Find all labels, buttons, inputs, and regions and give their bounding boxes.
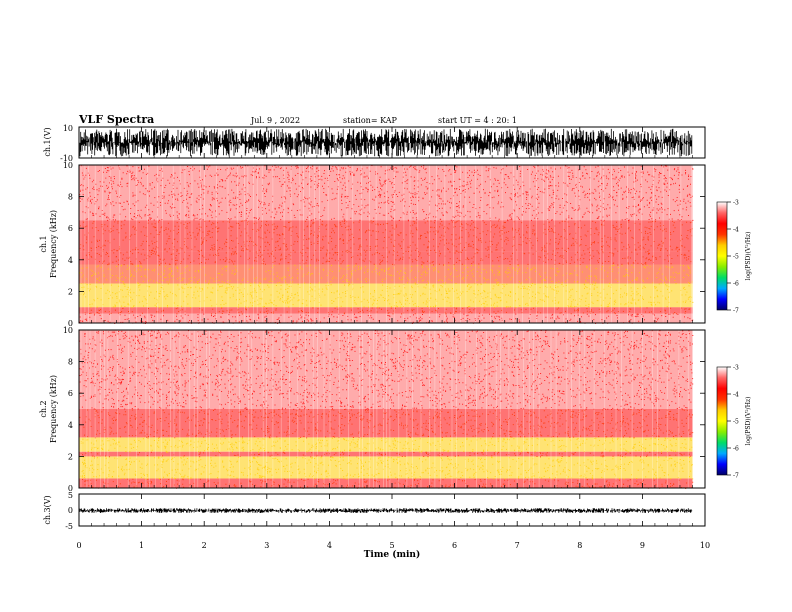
ch2-ylabel: Frequency (kHz) bbox=[49, 375, 58, 443]
ch2-ytick-label-6: 6 bbox=[68, 389, 73, 398]
ch1-spectrogram-band-0 bbox=[79, 313, 693, 323]
ch2-spectrogram-band-4 bbox=[79, 409, 693, 438]
ch2-colorbar-label: log(PSD)(V²/Hz) bbox=[745, 397, 752, 446]
ch1-waveform-trace bbox=[79, 128, 693, 157]
ch1-cbtick-label-4: -7 bbox=[733, 308, 739, 315]
ch1-channel-label: ch.1 bbox=[39, 235, 48, 252]
ch1-ytick-label-0: 0 bbox=[68, 319, 73, 328]
ch1-colorbar-gradient bbox=[716, 201, 728, 311]
ch1-spectrogram-band-6 bbox=[79, 220, 693, 252]
ch1-spectrogram-band-2 bbox=[79, 283, 693, 308]
ch2-colorbar-gradient bbox=[716, 366, 728, 476]
ch2-cbtick-label-1: -4 bbox=[733, 392, 739, 399]
ch2-colorbar-ticks: -3 -4 -5 -6 -7 bbox=[727, 365, 739, 480]
xtick-label-9: 9 bbox=[640, 541, 645, 550]
ch1-cbtick-label-2: -5 bbox=[733, 254, 739, 261]
xtick-label-4: 4 bbox=[327, 541, 332, 550]
ch2-cbtick-label-0: -3 bbox=[733, 365, 739, 372]
ch2-spectrogram-band-0 bbox=[79, 478, 693, 488]
ch2-cbtick-label-4: -7 bbox=[733, 473, 739, 480]
ch2-spectrogram-band-5-texture bbox=[79, 377, 694, 410]
ch2-cbtick-label-2: -5 bbox=[733, 419, 739, 426]
ch3-ytick-mid: 0 bbox=[68, 506, 73, 515]
ch2-spectrogram-streaks bbox=[80, 330, 689, 488]
ch3-waveform-line bbox=[79, 508, 693, 513]
ch1-ylabel: Frequency (kHz) bbox=[49, 210, 58, 278]
ch1-ytick-label-6: 6 bbox=[68, 224, 73, 233]
ch2-channel-label: ch.2 bbox=[39, 400, 48, 417]
ch1-waveform-line bbox=[79, 128, 693, 157]
ch2-ytick-label-8: 8 bbox=[68, 358, 73, 367]
ch2-spectrogram-band-1 bbox=[79, 456, 693, 479]
ch1-ytick-label-8: 8 bbox=[68, 193, 73, 202]
ch1-waveform-panel: 10 -10 ch.1(V) bbox=[43, 124, 706, 163]
ch1-spectrogram-band-7-texture bbox=[79, 165, 694, 222]
ch1-spectrogram-band-2-texture bbox=[80, 283, 694, 309]
xtick-label-6: 6 bbox=[452, 541, 457, 550]
xtick-label-1: 1 bbox=[139, 541, 144, 550]
xtick-label-2: 2 bbox=[202, 541, 207, 550]
ch1-ytick-label-2: 2 bbox=[68, 287, 73, 296]
ch2-spectrogram-band-1-texture bbox=[80, 456, 694, 480]
ch1-yticks: 0 2 4 6 8 10 bbox=[63, 161, 705, 328]
ch1-colorbar: -3 -4 -5 -6 -7 log(PSD)(V²/Hz) bbox=[716, 200, 752, 315]
ch1-cbtick-label-0: -3 bbox=[733, 200, 739, 207]
ch3-waveform-panel: 5 0 -5 ch.3(V) bbox=[43, 491, 706, 531]
figure-title: VLF Spectra bbox=[78, 113, 154, 126]
xtick-label-5: 5 bbox=[389, 541, 394, 550]
ch1-colorbar-ticks: -3 -4 -5 -6 -7 bbox=[727, 200, 739, 315]
ch1-ylabel: ch.1(V) bbox=[43, 127, 52, 156]
ch2-yticks: 0 2 4 6 8 10 bbox=[63, 326, 705, 493]
ch1-ytick-label-10: 10 bbox=[63, 161, 73, 170]
ch3-ytick-bottom: -5 bbox=[65, 522, 73, 531]
ch1-ytick-label-4: 4 bbox=[68, 256, 73, 265]
ch1-spectrogram-image bbox=[79, 165, 694, 324]
ch3-waveform-trace bbox=[79, 508, 693, 513]
ch1-spectrogram-band-1 bbox=[79, 307, 693, 314]
date-label: Jul. 9 , 2022 bbox=[250, 116, 300, 125]
ch2-spectrogram-panel: 0 2 4 6 8 10 ch.2 Frequency (kHz) bbox=[39, 326, 706, 493]
ch2-ytick-label-10: 10 bbox=[63, 326, 73, 335]
ch1-cbtick-label-1: -4 bbox=[733, 227, 739, 234]
xtick-label-10: 10 bbox=[700, 541, 710, 550]
xtick-label-7: 7 bbox=[515, 541, 520, 550]
ch2-spectrogram-band-3 bbox=[79, 437, 693, 452]
xtick-label-8: 8 bbox=[577, 541, 582, 550]
ch2-spectrogram-band-6-texture bbox=[79, 330, 694, 379]
start-time-label: start UT = 4 : 20: 1 bbox=[438, 116, 517, 125]
ch2-spectrogram-band-2-texture bbox=[80, 451, 691, 458]
ch3-ylabel: ch.3(V) bbox=[43, 495, 52, 524]
ch2-spectrogram-image bbox=[79, 330, 694, 489]
xtick-label-0: 0 bbox=[76, 541, 81, 550]
station-label: station= KAP bbox=[343, 116, 398, 125]
ch2-spectrogram-band-6 bbox=[79, 330, 693, 378]
xtick-label-3: 3 bbox=[264, 541, 269, 550]
ch2-cbtick-label-3: -6 bbox=[733, 446, 739, 453]
ch2-ytick-label-2: 2 bbox=[68, 452, 73, 461]
ch1-ytick-top: 10 bbox=[63, 124, 73, 133]
ch1-ytick-bottom: -10 bbox=[60, 154, 73, 163]
ch2-spectrogram-band-0-texture bbox=[82, 478, 694, 489]
ch2-colorbar: -3 -4 -5 -6 -7 log(PSD)(V²/Hz) bbox=[716, 365, 752, 480]
time-axis: 0 1 2 3 4 5 6 7 8 9 10 bbox=[76, 127, 710, 550]
ch1-spectrogram-band-1-texture bbox=[84, 307, 691, 315]
ch1-spectrogram-band-5 bbox=[79, 251, 693, 265]
ch3-ytick-top: 5 bbox=[68, 491, 73, 500]
ch1-spectrogram-streaks bbox=[80, 165, 692, 323]
ch1-spectrogram-panel: 0 2 4 6 8 10 ch.1 Frequency (kHz) bbox=[39, 161, 706, 328]
ch2-ytick-label-4: 4 bbox=[68, 421, 73, 430]
ch1-cbtick-label-3: -6 bbox=[733, 281, 739, 288]
ch2-ytick-label-0: 0 bbox=[68, 484, 73, 493]
x-axis-label: Time (min) bbox=[364, 549, 421, 560]
ch1-colorbar-label: log(PSD)(V²/Hz) bbox=[745, 232, 752, 281]
